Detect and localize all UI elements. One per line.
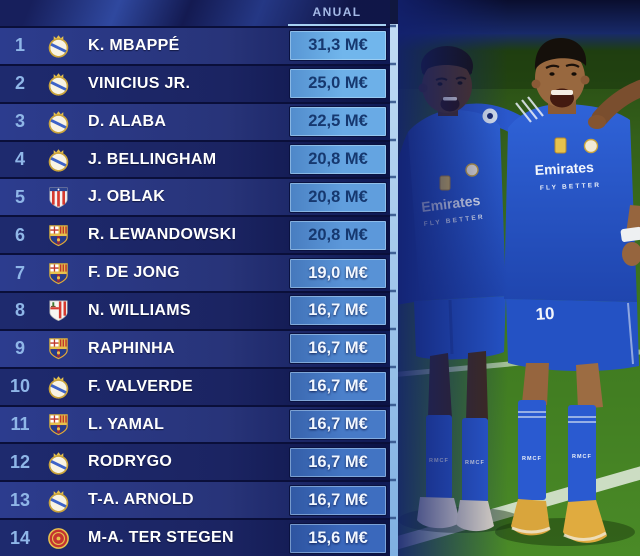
crest-real-madrid-icon — [40, 488, 76, 513]
table-row: 13 T-A. ARNOLD 16,7 M€ — [0, 480, 390, 519]
table-row: 8 N. WILLIAMS 16,7 M€ — [0, 291, 390, 329]
table-row: 10 F. VALVERDE 16,7 M€ — [0, 366, 390, 405]
crest-real-madrid-icon — [40, 33, 76, 59]
salary-value: 16,7 M€ — [290, 410, 386, 440]
rank-number: 12 — [9, 451, 31, 472]
rank-number: 10 — [9, 376, 31, 397]
player-name: J. OBLAK — [88, 188, 166, 206]
annual-column-header: ANUAL — [312, 5, 362, 19]
crest-barcelona-icon — [40, 261, 76, 286]
salary-value: 20,8 M€ — [290, 145, 386, 174]
wristband — [620, 226, 640, 242]
table-row: 4 J. BELLINGHAM 20,8 M€ — [0, 139, 390, 178]
crest-red-round-icon — [40, 526, 76, 551]
table-row: 1 K. MBAPPÉ 31,3 M€ — [0, 26, 390, 64]
player-name: J. BELLINGHAM — [88, 150, 217, 168]
shirt-sponsor-subtext: FLY BETTER — [540, 182, 602, 192]
crest-barcelona-icon — [40, 336, 76, 361]
table-header-band: ANUAL — [0, 0, 390, 26]
player-name: RAPHINHA — [88, 339, 175, 357]
rank-number: 6 — [14, 224, 25, 245]
rank-number: 7 — [14, 262, 25, 283]
rank-number: 8 — [14, 300, 25, 321]
salary-value: 15,6 M€ — [290, 523, 386, 553]
rank-number: 2 — [14, 73, 25, 94]
salary-value: 22,5 M€ — [290, 107, 386, 137]
player-name: T-A. ARNOLD — [88, 491, 194, 509]
salary-value: 16,7 M€ — [290, 334, 386, 364]
crest-real-madrid-icon — [40, 374, 76, 399]
table-row: 11 L. YAMAL 16,7 M€ — [0, 404, 390, 443]
rank-number: 4 — [14, 149, 25, 169]
rank-number: 3 — [14, 111, 25, 132]
table-row: 14 M-A. TER STEGEN 15,6 M€ — [0, 518, 390, 556]
table-row: 2 VINICIUS JR. 25,0 M€ — [0, 63, 390, 102]
player-name: L. YAMAL — [88, 415, 165, 433]
table-row: 5 J. OBLAK 20,8 M€ — [0, 177, 390, 216]
crest-real-madrid-icon — [40, 450, 76, 475]
salary-value: 25,0 M€ — [290, 69, 386, 99]
salary-value: 20,8 M€ — [290, 220, 386, 250]
player-name: K. MBAPPÉ — [88, 36, 180, 54]
crest-real-madrid-icon — [40, 109, 76, 134]
teammate-forearm — [591, 79, 640, 127]
gold-badge-icon — [554, 137, 567, 154]
player-mbappe-figure: Emirates FLY BETTER 10 RMCF RMCF — [504, 38, 640, 543]
table-row: 6 R. LEWANDOWSKI 20,8 M€ — [0, 215, 390, 254]
stadium-band-edge — [390, 0, 398, 24]
ranking-table: ANUAL 1 K. MBAPPÉ 31,3 M€ 2 VINICIUS JR. 25,0… — [0, 0, 390, 556]
rank-number: 14 — [9, 527, 31, 548]
rank-number: 11 — [10, 414, 30, 435]
salary-value: 31,3 M€ — [290, 31, 386, 61]
salary-value: 16,7 M€ — [290, 296, 386, 326]
crest-barcelona-icon — [40, 412, 76, 437]
player-name: D. ALABA — [88, 112, 167, 130]
blue-fade-overlay — [396, 0, 508, 556]
salary-value: 19,0 M€ — [290, 258, 386, 288]
rank-number: 13 — [9, 489, 31, 510]
sock-text: RMCF — [522, 456, 542, 462]
shirt-sponsor-text: Emirates — [534, 159, 594, 178]
sock-text: RMCF — [572, 454, 592, 460]
player-name: VINICIUS JR. — [88, 74, 191, 92]
salary-value: 16,7 M€ — [290, 485, 386, 515]
rank-number: 1 — [14, 35, 25, 56]
player-name: RODRYGO — [88, 453, 173, 471]
table-row: 3 D. ALABA 22,5 M€ — [0, 101, 390, 140]
salary-value: 20,8 M€ — [290, 182, 386, 212]
player-name: N. WILLIAMS — [88, 301, 191, 319]
crest-real-madrid-icon — [40, 147, 76, 172]
rm-crest-on-shirt-icon — [583, 138, 599, 154]
mbappe-boot — [511, 499, 550, 536]
teammate-hand — [588, 115, 606, 129]
rank-number: 5 — [14, 186, 25, 207]
salary-value: 16,7 M€ — [290, 447, 386, 477]
player-name: R. LEWANDOWSKI — [88, 226, 237, 244]
player-name: F. DE JONG — [88, 264, 180, 282]
shorts-number: 10 — [535, 304, 555, 324]
rank-number: 9 — [14, 338, 25, 359]
mbappe-boot — [563, 500, 607, 543]
crest-atletico-madrid-icon — [40, 185, 76, 210]
table-row: 12 RODRYGO 16,7 M€ — [0, 442, 390, 481]
table-rows: 1 K. MBAPPÉ 31,3 M€ 2 VINICIUS JR. 25,0 M€ 3 D.… — [0, 26, 390, 556]
table-row: 9 RAPHINHA 16,7 M€ — [0, 328, 390, 367]
crest-athletic-club-icon — [40, 298, 76, 323]
crest-real-madrid-icon — [40, 71, 76, 96]
edge-strip — [390, 22, 398, 556]
crest-barcelona-icon — [40, 223, 76, 248]
salary-value: 16,7 M€ — [290, 372, 386, 402]
players-photo: Emirates FLY BETTER RMCF RMCF — [390, 0, 640, 556]
annual-underline — [288, 24, 386, 26]
table-row: 7 F. DE JONG 19,0 M€ — [0, 253, 390, 292]
player-name: F. VALVERDE — [88, 377, 193, 395]
player-name: M-A. TER STEGEN — [88, 529, 234, 547]
edge-strip-ticks — [390, 24, 396, 520]
